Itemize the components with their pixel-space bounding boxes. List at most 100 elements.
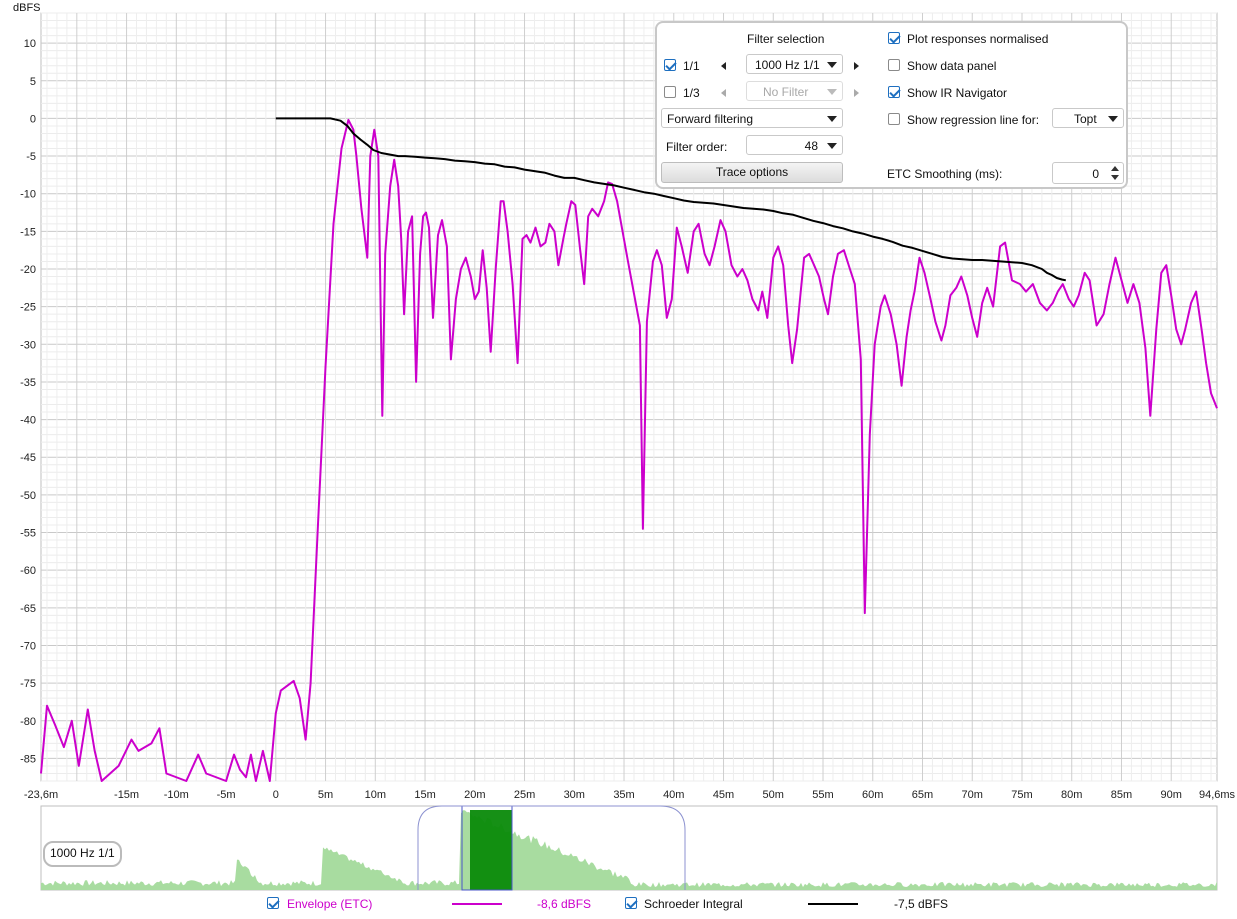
- y-tick-label: -45: [20, 452, 36, 464]
- x-tick-label: 50m: [763, 789, 784, 801]
- x-tick-label: -5m: [217, 789, 236, 801]
- navigator-range: [417, 805, 686, 890]
- chevron-down-icon: [827, 89, 837, 95]
- x-tick-label: -10m: [164, 789, 189, 801]
- y-tick-label: -65: [20, 603, 36, 615]
- navigator-filter-label: 1000 Hz 1/1: [43, 841, 122, 867]
- x-tick-label: 90m: [1161, 789, 1182, 801]
- envelope-etc-line: [40, 118, 1218, 782]
- next-arrow-icon: [854, 89, 859, 97]
- y-tick-label: -35: [20, 377, 36, 389]
- y-tick-label: -50: [20, 490, 36, 502]
- chevron-down-icon: [827, 116, 837, 122]
- regression-dropdown[interactable]: Topt: [1052, 108, 1124, 128]
- filter-1-1-value: 1000 Hz 1/1: [755, 58, 820, 72]
- schroeder-integral-line: [275, 117, 1066, 282]
- x-tick-label: 85m: [1111, 789, 1132, 801]
- y-axis-label: dBFS: [13, 2, 41, 14]
- y-tick-label: -25: [20, 302, 36, 314]
- y-tick-label: -30: [20, 339, 36, 351]
- plot-normalised-checkbox[interactable]: [888, 32, 900, 44]
- filter-order-label: Filter order:: [666, 140, 728, 154]
- plot-normalised-label: Plot responses normalised: [907, 32, 1049, 46]
- x-tick-label: 0: [273, 789, 279, 801]
- x-tick-label: -23,6m: [24, 789, 58, 801]
- x-tick-label: 65m: [912, 789, 933, 801]
- prev-arrow-icon[interactable]: [721, 62, 726, 70]
- filter-1-3-value: No Filter: [763, 85, 809, 99]
- y-tick-label: 5: [30, 76, 36, 88]
- y-tick-label: -40: [20, 415, 36, 427]
- legend-etc-name: Envelope (ETC): [287, 897, 373, 911]
- x-tick-label: 25m: [514, 789, 535, 801]
- legend-schroeder-name: Schroeder Integral: [644, 897, 743, 911]
- opt-1-1-label: 1/1: [683, 59, 700, 73]
- x-tick-label: 5m: [318, 789, 333, 801]
- filter-panel: Filter selection 1/1 1000 Hz 1/1 1/3 No …: [655, 21, 1128, 189]
- show-ir-navigator-label: Show IR Navigator: [907, 86, 1008, 100]
- navigator-envelope: [41, 810, 1217, 890]
- y-tick-label: 0: [30, 113, 36, 125]
- regression-value: Topt: [1074, 112, 1097, 126]
- etc-smoothing-spinner[interactable]: 0: [1052, 162, 1124, 184]
- y-tick-label: -85: [20, 753, 36, 765]
- legend-etc-swatch: [452, 903, 502, 905]
- y-tick-label: -75: [20, 678, 36, 690]
- x-tick-label: 70m: [962, 789, 983, 801]
- opt-1-1-checkbox[interactable]: [664, 59, 676, 71]
- x-tick-label: -15m: [114, 789, 139, 801]
- x-tick-label: 10m: [365, 789, 386, 801]
- filtering-mode-value: Forward filtering: [667, 112, 754, 126]
- trace-options-button[interactable]: Trace options: [661, 162, 843, 183]
- next-arrow-icon[interactable]: [854, 62, 859, 70]
- legend-etc-checkbox[interactable]: [267, 897, 279, 909]
- x-tick-label: 45m: [713, 789, 734, 801]
- y-tick-label: -5: [26, 151, 36, 163]
- legend-etc-value: -8,6 dBFS: [537, 897, 592, 911]
- show-regression-label: Show regression line for:: [907, 113, 1040, 127]
- legend-schroeder-checkbox[interactable]: [625, 897, 637, 909]
- y-tick-label: -15: [20, 226, 36, 238]
- x-tick-label: 15m: [414, 789, 435, 801]
- spin-down-icon[interactable]: [1111, 175, 1119, 180]
- y-tick-label: -60: [20, 565, 36, 577]
- x-tick-label: 80m: [1061, 789, 1082, 801]
- show-regression-checkbox[interactable]: [888, 113, 900, 125]
- navigator-area: [40, 805, 1218, 891]
- y-tick-label: -20: [20, 264, 36, 276]
- y-tick-label: -80: [20, 716, 36, 728]
- filter-order-value: 48: [804, 139, 818, 153]
- x-tick-label: 94,6ms: [1199, 789, 1236, 801]
- show-data-panel-checkbox[interactable]: [888, 59, 900, 71]
- chevron-down-icon: [1108, 116, 1118, 122]
- legend-schroeder-swatch: [808, 903, 858, 905]
- x-tick-label: 30m: [564, 789, 585, 801]
- filter-1-3-dropdown: No Filter: [746, 81, 843, 101]
- filter-selection-title: Filter selection: [747, 32, 825, 46]
- x-tick-label: 75m: [1011, 789, 1032, 801]
- axis-ticks: 10 5 0 -5 -10 -15 -20 -25 -30 -35 -40 -45 -50 -55 -60 -…: [20, 38, 1235, 801]
- y-tick-label: -10: [20, 189, 36, 201]
- show-data-panel-label: Show data panel: [907, 59, 997, 73]
- show-ir-navigator-checkbox[interactable]: [888, 86, 900, 98]
- prev-arrow-icon: [721, 89, 726, 97]
- filtering-mode-dropdown[interactable]: Forward filtering: [661, 108, 843, 128]
- x-tick-label: 20m: [464, 789, 485, 801]
- chevron-down-icon: [827, 143, 837, 149]
- chevron-down-icon: [827, 62, 837, 68]
- spin-up-icon[interactable]: [1111, 166, 1119, 171]
- filter-order-dropdown[interactable]: 48: [746, 135, 843, 155]
- x-tick-label: 55m: [812, 789, 833, 801]
- opt-1-3-label: 1/3: [683, 86, 700, 100]
- x-tick-label: 60m: [862, 789, 883, 801]
- filter-1-1-dropdown[interactable]: 1000 Hz 1/1: [746, 54, 843, 74]
- etc-smoothing-label: ETC Smoothing (ms):: [887, 167, 1003, 181]
- plot-series: [40, 117, 1218, 782]
- navigator-selection: [470, 810, 512, 890]
- etc-smoothing-value: 0: [1092, 167, 1099, 181]
- y-tick-label: -70: [20, 640, 36, 652]
- legend-schroeder-value: -7,5 dBFS: [894, 897, 949, 911]
- y-tick-label: -55: [20, 528, 36, 540]
- opt-1-3-checkbox[interactable]: [664, 86, 676, 98]
- x-tick-label: 35m: [613, 789, 634, 801]
